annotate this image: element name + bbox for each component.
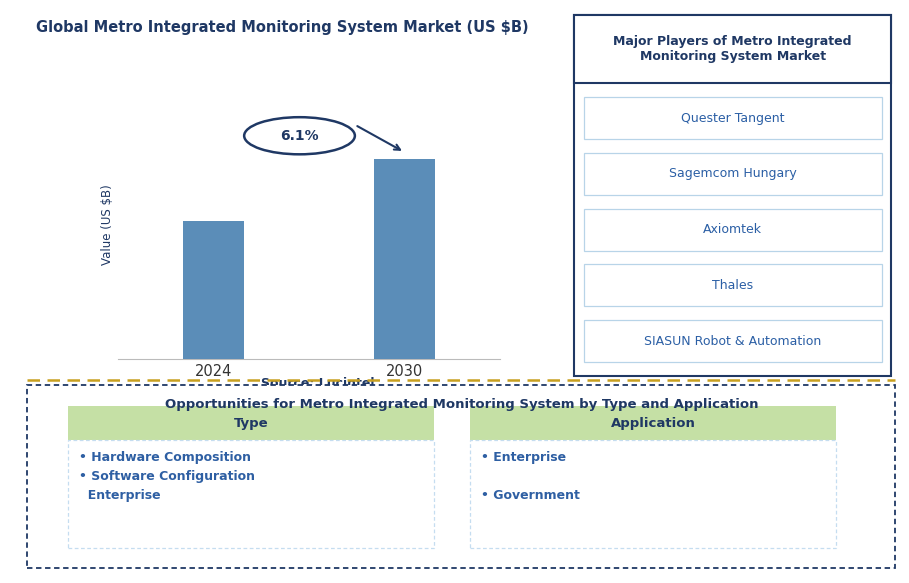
Text: Opportunities for Metro Integrated Monitoring System by Type and Application: Opportunities for Metro Integrated Monit…: [165, 398, 758, 410]
Text: 6.1%: 6.1%: [280, 129, 319, 143]
Text: SIASUN Robot & Automation: SIASUN Robot & Automation: [644, 335, 821, 347]
Text: Source: Lucintel: Source: Lucintel: [262, 377, 375, 390]
Bar: [374, 159, 435, 359]
Bar: [183, 221, 245, 359]
Text: Quester Tangent: Quester Tangent: [681, 112, 784, 125]
Y-axis label: Value (US $B): Value (US $B): [101, 184, 114, 265]
Text: Global Metro Integrated Monitoring System Market (US $B): Global Metro Integrated Monitoring Syste…: [36, 20, 529, 36]
Text: Type: Type: [234, 417, 268, 430]
Text: Thales: Thales: [712, 279, 754, 292]
Text: • Hardware Composition
• Software Configuration
  Enterprise: • Hardware Composition • Software Config…: [79, 451, 255, 501]
Text: Application: Application: [611, 417, 695, 430]
Text: Major Players of Metro Integrated
Monitoring System Market: Major Players of Metro Integrated Monito…: [614, 35, 852, 63]
Text: • Enterprise

• Government: • Enterprise • Government: [482, 451, 580, 501]
Text: Sagemcom Hungary: Sagemcom Hungary: [669, 167, 796, 180]
Text: Axiomtek: Axiomtek: [704, 223, 762, 236]
